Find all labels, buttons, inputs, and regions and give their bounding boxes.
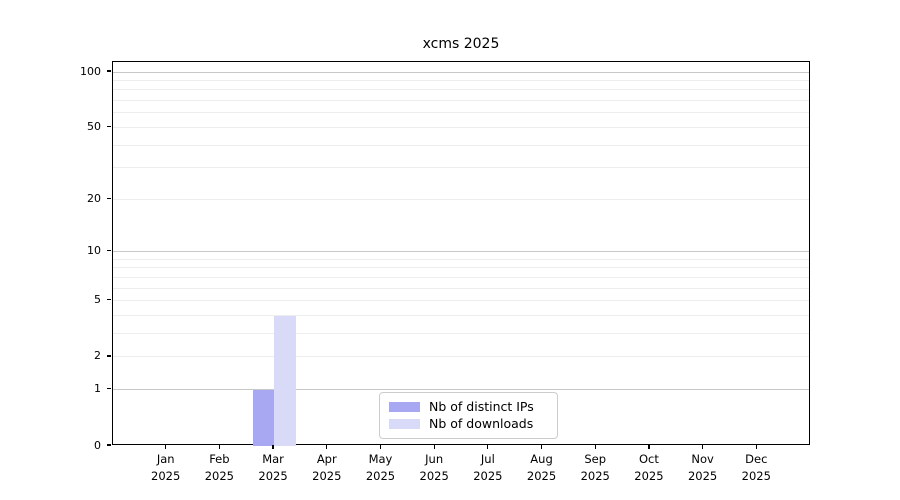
x-tick-label: Sep 2025 — [580, 452, 610, 483]
y-tick-label: 0 — [94, 438, 101, 452]
y-tick-mark — [107, 444, 111, 446]
y-tick-mark — [107, 70, 111, 72]
x-tick-mark — [594, 445, 596, 449]
x-tick-mark — [540, 445, 543, 449]
x-tick-mark — [326, 445, 328, 449]
y-tick-label: 50 — [87, 119, 101, 133]
x-tick-mark — [272, 445, 274, 449]
x-tick-mark — [702, 445, 704, 449]
y-tick-label: 20 — [87, 191, 101, 205]
y-tick-mark — [107, 299, 111, 301]
gridline-major — [113, 389, 809, 391]
x-tick-label: Feb 2025 — [204, 452, 235, 483]
legend-item-distinct-ips: Nb of distinct IPs — [389, 398, 548, 415]
x-tick-mark — [218, 445, 220, 449]
gridline-major — [113, 71, 809, 73]
y-tick-label: 1 — [94, 382, 101, 396]
gridline-minor — [113, 258, 809, 260]
x-tick-label: Apr 2025 — [312, 452, 342, 483]
gridline-minor — [113, 89, 809, 91]
chart-title: xcms 2025 — [422, 36, 500, 52]
legend: Nb of distinct IPs Nb of downloads — [379, 392, 558, 439]
plot-area — [112, 61, 810, 446]
x-tick-mark — [648, 445, 650, 449]
gridline-minor — [113, 167, 809, 169]
y-tick-label: 5 — [94, 293, 101, 307]
y-tick-label: 10 — [87, 244, 101, 258]
x-tick-label: Jun 2025 — [419, 452, 449, 483]
bar-downloads — [274, 315, 296, 446]
gridline-minor — [113, 267, 809, 269]
x-tick-mark — [755, 445, 757, 449]
y-tick-mark — [107, 197, 111, 199]
legend-item-downloads: Nb of downloads — [389, 415, 548, 432]
y-tick-label: 100 — [80, 64, 101, 78]
x-tick-mark — [433, 445, 435, 449]
gridline-minor — [113, 356, 809, 358]
gridline-minor — [113, 276, 809, 278]
gridline-minor — [113, 198, 809, 200]
gridline-minor — [113, 79, 809, 81]
gridline-minor — [113, 100, 809, 102]
x-tick-label: Mar 2025 — [258, 452, 288, 483]
legend-label-downloads: Nb of downloads — [429, 415, 534, 431]
x-tick-mark — [487, 445, 489, 449]
gridline-minor — [113, 112, 809, 114]
x-tick-mark — [165, 445, 167, 449]
x-tick-mark — [379, 445, 382, 449]
gridline-minor — [113, 144, 809, 146]
y-tick-label: 2 — [94, 349, 101, 363]
x-tick-label: Jan 2025 — [151, 452, 181, 483]
y-tick-mark — [107, 250, 111, 252]
gridline-minor — [113, 126, 809, 128]
legend-swatch-downloads — [389, 418, 420, 429]
x-tick-label: Oct 2025 — [634, 452, 664, 483]
gridline-minor — [113, 333, 809, 335]
gridline-minor — [113, 315, 809, 317]
gridline-major — [113, 251, 809, 253]
bar-distinct-ips — [252, 389, 275, 446]
x-tick-label: May 2025 — [365, 452, 396, 483]
gridline-minor — [113, 287, 809, 289]
x-tick-label: Dec 2025 — [741, 452, 771, 483]
x-tick-label: Aug 2025 — [526, 452, 557, 483]
y-tick-mark — [107, 388, 111, 390]
legend-swatch-distinct-ips — [389, 401, 420, 412]
legend-label-distinct-ips: Nb of distinct IPs — [429, 398, 534, 414]
x-tick-label: Nov 2025 — [687, 452, 718, 483]
x-tick-label: Jul 2025 — [473, 452, 503, 483]
gridline-minor — [113, 300, 809, 302]
y-tick-mark — [107, 355, 111, 357]
y-tick-mark — [107, 125, 111, 127]
